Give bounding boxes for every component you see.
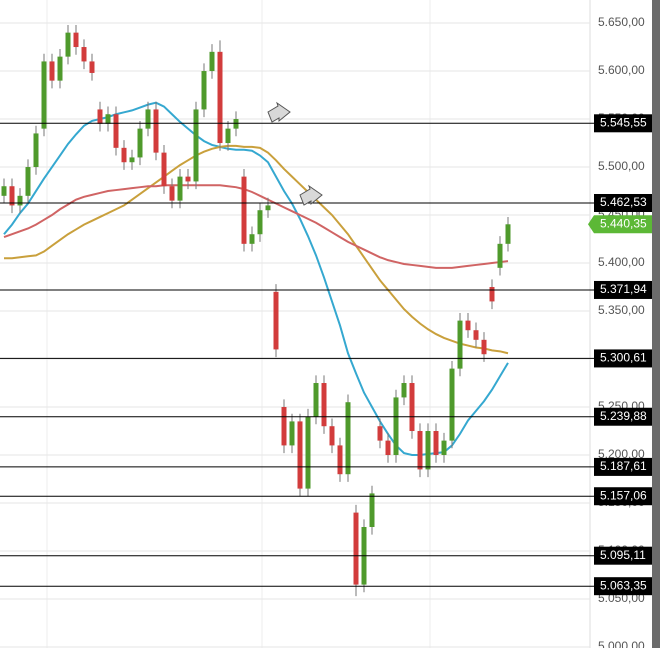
candle-body (161, 152, 167, 187)
candle-body (153, 109, 159, 153)
candle-body (89, 61, 95, 73)
candle-body (393, 397, 399, 456)
level-label: 5.545,55 (600, 115, 647, 129)
candle-body (353, 512, 359, 585)
candle-body (409, 383, 415, 432)
y-tick-label: 5.500,00 (598, 159, 645, 173)
candle-body (73, 32, 79, 48)
candle-body (33, 133, 39, 168)
candle-body (281, 407, 287, 446)
candle-body (385, 440, 391, 456)
candle-body (313, 383, 319, 417)
level-box (594, 577, 652, 596)
level-box (594, 457, 652, 476)
candle-body (97, 109, 103, 124)
level-label: 5.300,61 (600, 351, 647, 365)
candle-body (9, 186, 15, 206)
level-box (594, 487, 652, 506)
candle-body (337, 445, 343, 475)
candle-body (1, 186, 7, 196)
candle-body (177, 176, 183, 201)
moving-average (3, 184, 509, 269)
level-label: 5.157,06 (600, 488, 647, 502)
level-label: 5.462,53 (600, 195, 647, 209)
level-label: 5.095,11 (600, 548, 646, 562)
candle-body (49, 61, 55, 81)
candle-body (129, 157, 135, 163)
last-price-box (588, 215, 652, 234)
candle-body (321, 383, 327, 427)
candle-body (273, 291, 279, 350)
arrow-marker (267, 101, 291, 123)
level-box (594, 546, 652, 565)
candle-body (241, 176, 247, 244)
scrollbar[interactable] (652, 0, 660, 648)
level-label: 5.063,35 (600, 578, 647, 592)
candle-body (425, 431, 431, 470)
y-tick-label: 5.400,00 (598, 255, 645, 269)
y-tick-label: 5.650,00 (598, 15, 645, 29)
candle-body (257, 210, 263, 235)
candle-body (121, 147, 127, 163)
level-box (594, 114, 652, 133)
y-tick-label: 5.600,00 (598, 63, 645, 77)
candle-body (449, 368, 455, 441)
candle-body (137, 128, 143, 158)
candle-body (17, 195, 23, 206)
candle-body (433, 431, 439, 456)
candle-body (169, 186, 175, 201)
candle-body (41, 61, 47, 129)
candle-body (481, 339, 487, 355)
candle-body (201, 71, 207, 110)
candle-body (369, 493, 375, 528)
candle-body (289, 421, 295, 446)
candle-body (209, 51, 215, 72)
level-box (594, 280, 652, 299)
candle-body (441, 440, 447, 456)
candle-body (417, 431, 423, 470)
level-box (594, 349, 652, 368)
level-box (594, 407, 652, 426)
y-tick-label: 5.350,00 (598, 303, 645, 317)
candle-body (297, 421, 303, 489)
candle-body (497, 243, 503, 268)
candle-body (233, 119, 239, 129)
candle-body (329, 426, 335, 446)
candle-body (193, 109, 199, 182)
level-box (594, 193, 652, 212)
level-label: 5.187,61 (600, 459, 647, 473)
candle-body (305, 416, 311, 489)
candle-body (113, 114, 119, 148)
candle-body (185, 176, 191, 182)
candle-body (401, 383, 407, 398)
candle-body (225, 128, 231, 144)
candle-body (105, 114, 111, 124)
candle-body (465, 320, 471, 331)
candle-body (377, 426, 383, 441)
candle-body (489, 287, 495, 302)
candle-body (57, 56, 63, 81)
last-price-label: 5.440,35 (600, 216, 647, 230)
level-label: 5.371,94 (600, 282, 647, 296)
candle-body (505, 224, 511, 244)
level-label: 5.239,88 (600, 409, 647, 423)
candle-body (265, 205, 271, 211)
candle-body (217, 51, 223, 144)
candle-body (249, 234, 255, 244)
candle-body (25, 167, 31, 196)
moving-average (4, 144, 509, 355)
candle-body (81, 47, 87, 62)
candle-body (473, 330, 479, 340)
y-tick-label: 5.200,00 (598, 447, 645, 461)
y-tick-label: 5.000,00 (598, 639, 645, 648)
candle-body (145, 109, 151, 129)
candle-body (65, 32, 71, 57)
candle-body (457, 320, 463, 369)
arrow-marker (299, 184, 323, 206)
candle-body (345, 402, 351, 475)
